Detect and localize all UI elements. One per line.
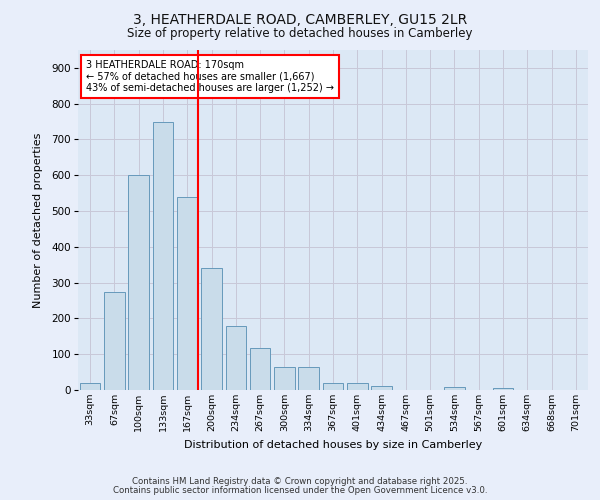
Bar	[152, 122, 173, 390]
Text: 3 HEATHERDALE ROAD: 170sqm
← 57% of detached houses are smaller (1,667)
43% of s: 3 HEATHERDALE ROAD: 170sqm ← 57% of deta…	[86, 60, 334, 94]
Bar	[347, 383, 368, 390]
X-axis label: Distribution of detached houses by size in Camberley: Distribution of detached houses by size …	[184, 440, 482, 450]
Bar	[298, 366, 319, 390]
Bar	[177, 196, 197, 390]
Bar	[104, 292, 125, 390]
Bar	[128, 176, 149, 390]
Y-axis label: Number of detached properties: Number of detached properties	[33, 132, 43, 308]
Bar	[226, 326, 246, 390]
Bar	[80, 383, 100, 390]
Bar	[250, 348, 271, 390]
Text: 3, HEATHERDALE ROAD, CAMBERLEY, GU15 2LR: 3, HEATHERDALE ROAD, CAMBERLEY, GU15 2LR	[133, 12, 467, 26]
Bar	[323, 383, 343, 390]
Bar	[493, 388, 514, 390]
Text: Contains public sector information licensed under the Open Government Licence v3: Contains public sector information licen…	[113, 486, 487, 495]
Text: Contains HM Land Registry data © Crown copyright and database right 2025.: Contains HM Land Registry data © Crown c…	[132, 477, 468, 486]
Bar	[201, 268, 222, 390]
Bar	[371, 386, 392, 390]
Bar	[444, 387, 465, 390]
Bar	[274, 366, 295, 390]
Text: Size of property relative to detached houses in Camberley: Size of property relative to detached ho…	[127, 28, 473, 40]
